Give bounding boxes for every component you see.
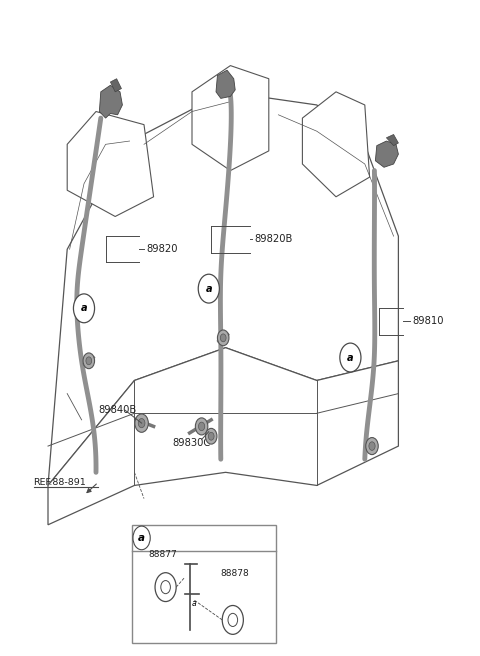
Text: 89830C: 89830C	[173, 438, 211, 448]
Circle shape	[340, 343, 361, 372]
Text: a: a	[192, 599, 197, 608]
Circle shape	[220, 334, 226, 342]
Circle shape	[222, 605, 243, 634]
Polygon shape	[110, 79, 121, 92]
Circle shape	[208, 432, 214, 440]
Circle shape	[138, 419, 145, 428]
Circle shape	[161, 581, 170, 594]
Text: a: a	[138, 533, 145, 543]
Text: 89810: 89810	[413, 316, 444, 327]
Circle shape	[155, 573, 176, 602]
Text: 88878: 88878	[221, 569, 250, 579]
Circle shape	[217, 330, 229, 346]
Text: a: a	[347, 352, 354, 363]
Text: a: a	[205, 283, 212, 294]
Polygon shape	[67, 112, 154, 216]
Circle shape	[135, 414, 148, 432]
Polygon shape	[375, 141, 398, 167]
Circle shape	[83, 353, 95, 369]
Text: 89840B: 89840B	[98, 405, 137, 415]
Text: 89820: 89820	[146, 244, 178, 255]
Text: 89820B: 89820B	[254, 234, 293, 245]
Polygon shape	[192, 66, 269, 171]
Circle shape	[205, 428, 217, 444]
Polygon shape	[216, 70, 235, 98]
Circle shape	[73, 294, 95, 323]
Circle shape	[133, 526, 150, 550]
Circle shape	[369, 442, 375, 451]
Circle shape	[198, 274, 219, 303]
Text: a: a	[81, 303, 87, 314]
Circle shape	[199, 422, 204, 431]
Circle shape	[195, 418, 208, 435]
Circle shape	[86, 357, 92, 365]
Polygon shape	[386, 134, 398, 146]
Polygon shape	[48, 92, 398, 485]
Text: REF.88-891: REF.88-891	[34, 478, 86, 487]
Polygon shape	[302, 92, 370, 197]
FancyBboxPatch shape	[132, 525, 276, 643]
Text: 88877: 88877	[149, 550, 178, 559]
Polygon shape	[99, 85, 122, 118]
Polygon shape	[48, 348, 398, 525]
Circle shape	[366, 438, 378, 455]
Circle shape	[228, 613, 238, 626]
